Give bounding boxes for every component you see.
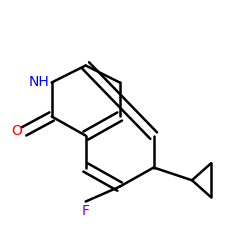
Text: F: F xyxy=(82,204,90,218)
Text: NH: NH xyxy=(29,76,50,90)
Text: O: O xyxy=(11,124,22,138)
